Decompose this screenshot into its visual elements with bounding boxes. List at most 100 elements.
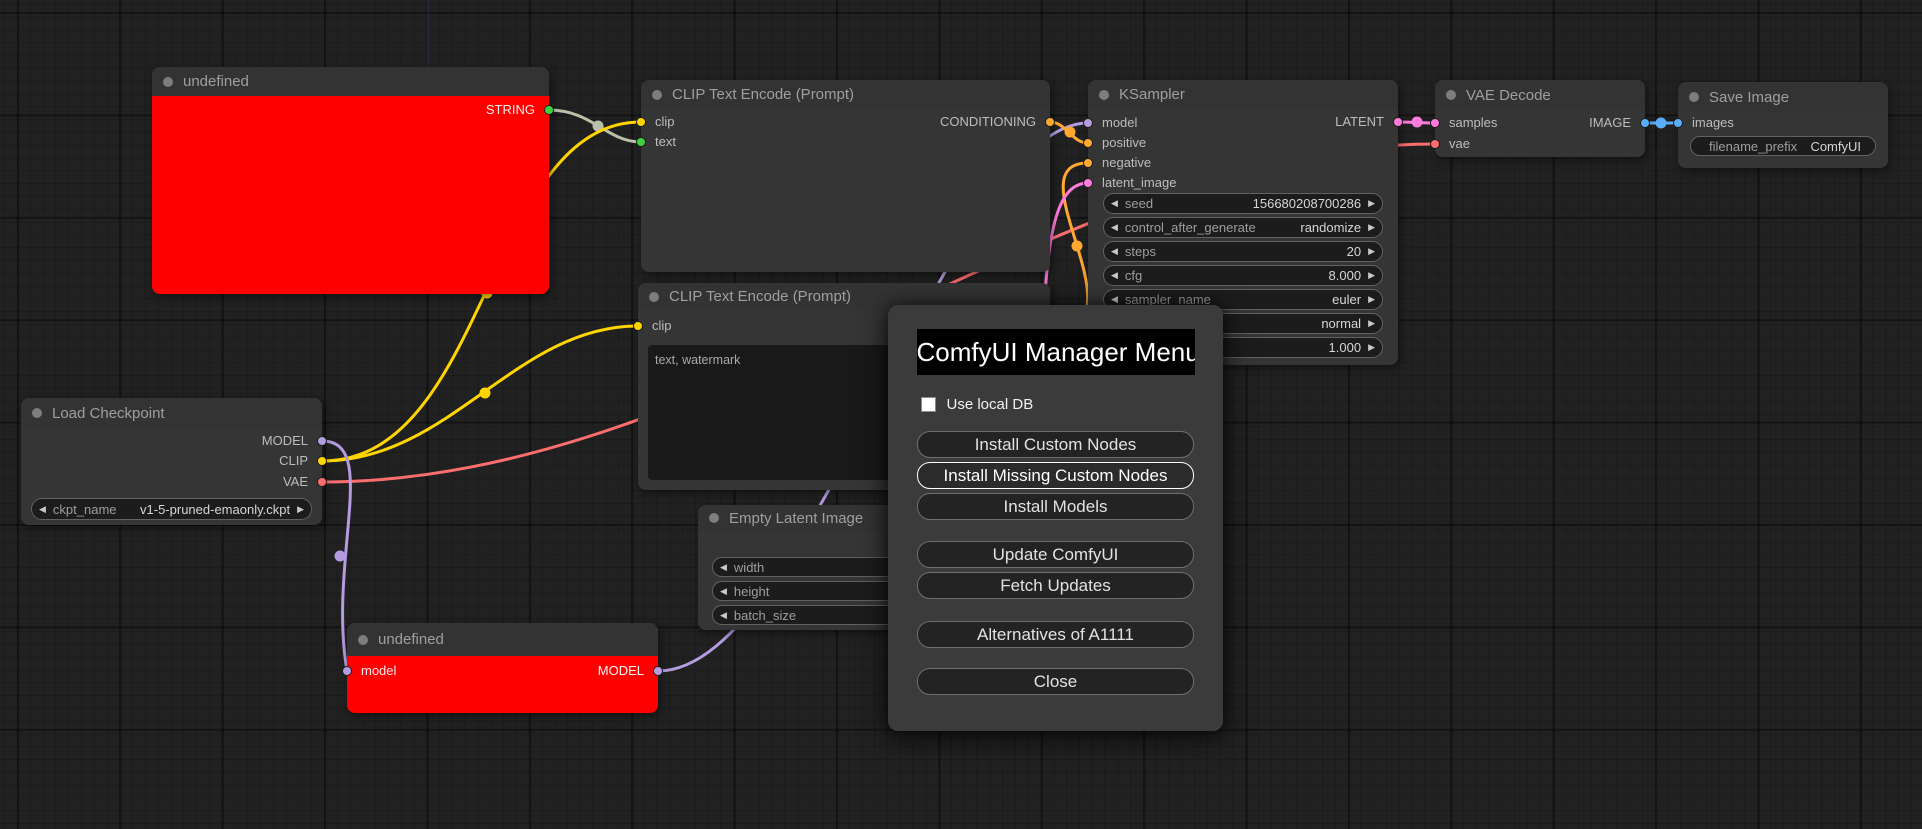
widget-label: cfg: [1124, 268, 1143, 283]
node-undefined-bottom[interactable]: undefined model MODEL: [342, 623, 663, 713]
increment-arrow-icon[interactable]: ▶: [1368, 222, 1375, 232]
increment-arrow-icon[interactable]: ▶: [1368, 318, 1375, 328]
decrement-arrow-icon[interactable]: ◀: [720, 609, 727, 620]
node-title-text: KSampler: [1119, 86, 1185, 103]
node-title-text: Save Image: [1709, 88, 1790, 106]
output-slot-MODEL[interactable]: [317, 436, 327, 446]
input-label-latent_image: latent_image: [1102, 175, 1177, 190]
output-label-MODEL: MODEL: [261, 433, 308, 448]
fetch-updates-button[interactable]: Fetch Updates: [917, 572, 1194, 599]
close-button[interactable]: Close: [917, 668, 1194, 695]
input-slot-latent_image[interactable]: [1083, 178, 1093, 188]
alternatives-of-a1111-button[interactable]: Alternatives of A1111: [917, 621, 1194, 648]
increment-arrow-icon[interactable]: ▶: [297, 503, 304, 514]
output-slot-STRING[interactable]: [544, 105, 554, 115]
input-slot-clip[interactable]: [633, 321, 643, 331]
widget-value: ComfyUI: [1810, 138, 1861, 154]
widget-value: 1.000: [1328, 340, 1362, 355]
node-title-bar[interactable]: undefined: [152, 67, 549, 96]
widget-cfg[interactable]: ◀ cfg 8.000 ▶: [1103, 265, 1383, 286]
collapse-dot-icon[interactable]: [649, 291, 659, 302]
use-local-db-checkbox[interactable]: [920, 397, 936, 412]
node-title-bar[interactable]: Load Checkpoint: [21, 398, 322, 428]
input-slot-clip[interactable]: [636, 117, 646, 127]
node-title-bar[interactable]: KSampler: [1088, 80, 1398, 109]
node-title-bar[interactable]: undefined: [347, 623, 658, 656]
install-custom-nodes-button[interactable]: Install Custom Nodes: [917, 431, 1194, 458]
collapse-dot-icon[interactable]: [1689, 92, 1699, 102]
decrement-arrow-icon[interactable]: ◀: [1111, 246, 1118, 256]
node-title-text: undefined: [183, 73, 249, 90]
collapse-dot-icon[interactable]: [652, 89, 662, 100]
input-slot-samples[interactable]: [1430, 118, 1440, 128]
input-label-model: model: [361, 663, 397, 678]
widget-value: 8.000: [1328, 268, 1362, 283]
input-label-clip: clip: [655, 114, 675, 129]
output-slot-CLIP[interactable]: [317, 456, 327, 466]
node-title-text: undefined: [378, 631, 444, 648]
collapse-dot-icon[interactable]: [163, 76, 173, 87]
input-label-vae: vae: [1449, 136, 1470, 151]
increment-arrow-icon[interactable]: ▶: [1368, 294, 1375, 304]
node-save-image[interactable]: Save Image images filename_prefix ComfyUI: [1673, 82, 1888, 168]
widget-filename_prefix[interactable]: filename_prefix ComfyUI: [1690, 136, 1876, 156]
input-label-text: text: [655, 134, 676, 149]
collapse-dot-icon[interactable]: [1099, 89, 1109, 100]
input-slot-model[interactable]: [1083, 118, 1093, 128]
decrement-arrow-icon[interactable]: ◀: [1111, 294, 1118, 304]
input-slot-model[interactable]: [342, 666, 352, 676]
widget-label: control_after_generate: [1124, 220, 1256, 235]
increment-arrow-icon[interactable]: ▶: [1368, 342, 1375, 352]
output-slot-CONDITIONING[interactable]: [1045, 117, 1055, 127]
comfyui-manager-dialog: ComfyUI Manager Menu Use local DB Instal…: [888, 305, 1223, 731]
widget-ckpt_name[interactable]: ◀ ckpt_name v1-5-pruned-emaonly.ckpt ▶: [31, 498, 312, 520]
output-slot-IMAGE[interactable]: [1640, 118, 1650, 128]
decrement-arrow-icon[interactable]: ◀: [1111, 270, 1118, 280]
input-slot-text[interactable]: [636, 137, 646, 147]
collapse-dot-icon[interactable]: [32, 408, 42, 418]
node-vae-decode[interactable]: VAE Decode samples vae IMAGE: [1430, 80, 1650, 157]
use-local-db-label: Use local DB: [946, 396, 1034, 413]
decrement-arrow-icon[interactable]: ◀: [39, 503, 46, 514]
install-missing-custom-nodes-button[interactable]: Install Missing Custom Nodes: [917, 462, 1194, 489]
collapse-dot-icon[interactable]: [358, 634, 368, 645]
node-clip-text-encode-1[interactable]: CLIP Text Encode (Prompt) clip text CONDITI…: [636, 80, 1055, 272]
increment-arrow-icon[interactable]: ▶: [1368, 198, 1375, 208]
node-load-checkpoint[interactable]: Load Checkpoint MODEL CLIP VAE ◀ ckpt_name v1-…: [21, 398, 327, 525]
widget-value: randomize: [1300, 220, 1362, 235]
output-slot-LATENT[interactable]: [1393, 117, 1403, 127]
output-label-STRING: STRING: [485, 102, 535, 117]
node-title-bar[interactable]: VAE Decode: [1435, 80, 1645, 110]
input-slot-images[interactable]: [1673, 118, 1683, 128]
decrement-arrow-icon[interactable]: ◀: [720, 585, 727, 596]
input-slot-vae[interactable]: [1430, 139, 1440, 149]
collapse-dot-icon[interactable]: [1446, 90, 1456, 100]
node-title-bar[interactable]: Save Image: [1678, 82, 1888, 112]
collapse-dot-icon[interactable]: [709, 513, 719, 523]
widget-steps[interactable]: ◀ steps 20 ▶: [1103, 241, 1383, 262]
decrement-arrow-icon[interactable]: ◀: [1111, 222, 1118, 232]
increment-arrow-icon[interactable]: ▶: [1368, 246, 1375, 256]
widget-seed[interactable]: ◀ seed 156680208700286 ▶: [1103, 193, 1383, 214]
node-title-bar[interactable]: CLIP Text Encode (Prompt): [641, 80, 1050, 109]
input-slot-negative[interactable]: [1083, 158, 1093, 168]
output-slot-MODEL[interactable]: [653, 666, 663, 676]
update-comfyui-button[interactable]: Update ComfyUI: [917, 541, 1194, 568]
widget-control_after_generate[interactable]: ◀ control_after_generate randomize ▶: [1103, 217, 1383, 238]
install-models-button[interactable]: Install Models: [917, 493, 1194, 520]
decrement-arrow-icon[interactable]: ◀: [720, 561, 727, 572]
output-label-IMAGE: IMAGE: [1589, 115, 1631, 130]
output-label-CLIP: CLIP: [279, 453, 308, 468]
output-label-CONDITIONING: CONDITIONING: [939, 114, 1036, 129]
node-undefined-top[interactable]: undefined STRING: [152, 67, 554, 294]
widget-value: euler: [1332, 292, 1362, 307]
dialog-title: ComfyUI Manager Menu: [916, 329, 1195, 375]
node-title-text: CLIP Text Encode (Prompt): [669, 288, 852, 305]
decrement-arrow-icon[interactable]: ◀: [1111, 198, 1118, 208]
output-slot-VAE[interactable]: [317, 477, 327, 487]
input-slot-positive[interactable]: [1083, 138, 1093, 148]
widget-label: filename_prefix: [1709, 138, 1798, 154]
widget-label: seed: [1124, 196, 1154, 211]
input-label-clip: clip: [652, 318, 672, 333]
increment-arrow-icon[interactable]: ▶: [1368, 270, 1375, 280]
